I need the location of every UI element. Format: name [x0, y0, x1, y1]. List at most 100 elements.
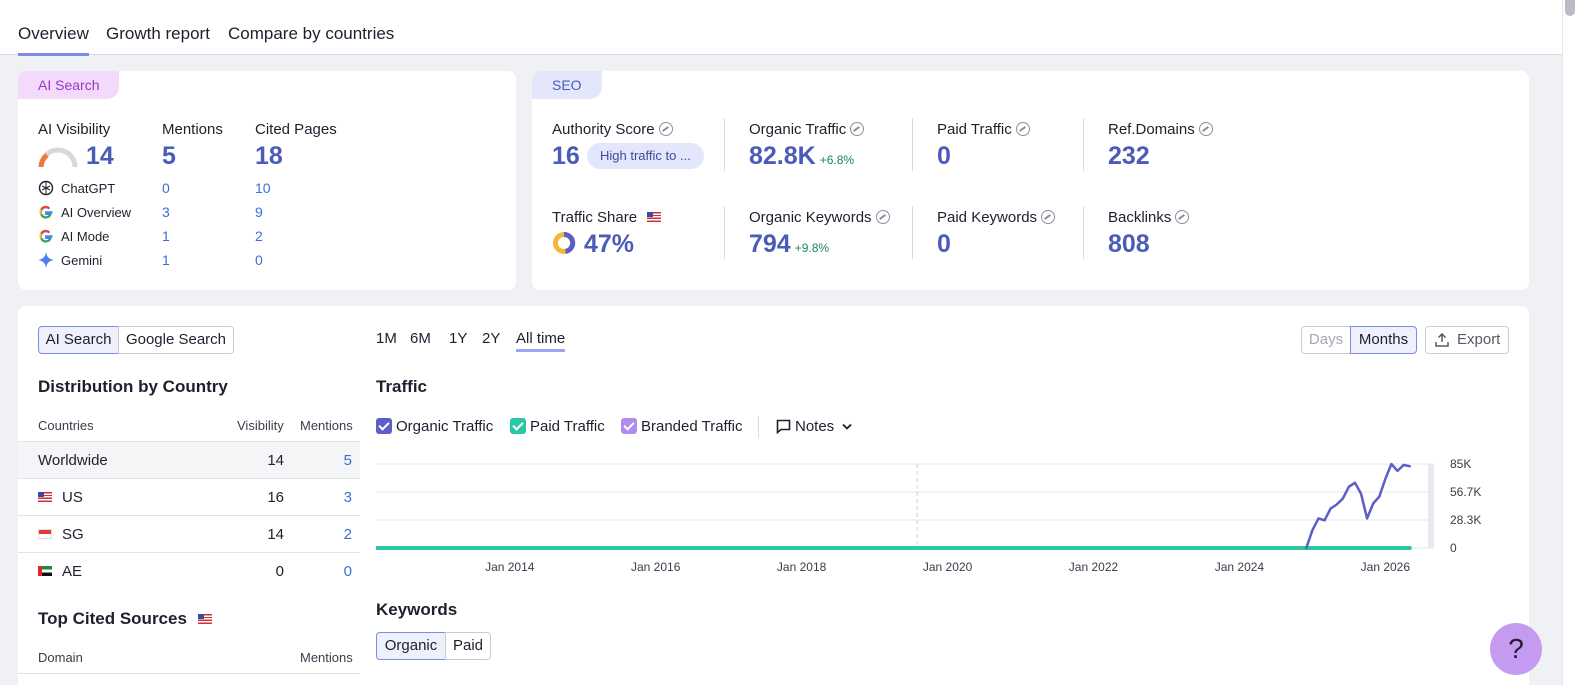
toggle-ai-search[interactable]: AI Search	[38, 326, 119, 354]
country-mentions[interactable]: 3	[343, 489, 352, 506]
export-button[interactable]: Export	[1425, 326, 1509, 354]
ai-row-ai-mode-cited[interactable]: 2	[255, 228, 263, 244]
seo-label: SEO	[532, 71, 602, 99]
legend-branded-traffic[interactable]: Branded Traffic	[621, 418, 742, 435]
range-all-time[interactable]: All time	[516, 330, 566, 352]
visibility-gauge-icon	[38, 147, 78, 168]
country-name: AE	[62, 563, 83, 580]
traffic-chart[interactable]: 85K 56.7K 28.3K 0 Jan 2014 Jan 2016 Jan 2018 Ja…	[376, 452, 1486, 582]
country-cell: SG	[38, 526, 84, 543]
traffic-share-label: Traffic Share	[552, 209, 662, 226]
country-mentions[interactable]: 5	[343, 452, 352, 469]
x-tick-label: Jan 2024	[1215, 560, 1265, 574]
cited-pages-value[interactable]: 18	[255, 142, 283, 170]
country-cell: US	[38, 489, 83, 506]
notes-dropdown[interactable]: Notes	[776, 418, 852, 435]
col-cited-mentions: Mentions	[300, 650, 353, 665]
col-mentions: Mentions	[300, 418, 353, 433]
tab-growth-report[interactable]: Growth report	[106, 24, 210, 43]
divider	[1083, 118, 1084, 171]
range-1y[interactable]: 1Y	[449, 330, 468, 347]
ai-row-chatgpt-mentions[interactable]: 0	[162, 180, 170, 196]
info-icon[interactable]	[1198, 122, 1213, 136]
granularity-months[interactable]: Months	[1350, 326, 1417, 354]
organic-keywords-delta: +9.8%	[794, 241, 830, 255]
country-visibility: 0	[275, 563, 284, 580]
info-icon[interactable]	[850, 122, 865, 136]
keywords-toggle-paid[interactable]: Paid	[445, 632, 491, 660]
range-6m[interactable]: 6M	[410, 330, 431, 347]
range-2y[interactable]: 2Y	[482, 330, 501, 347]
tab-overview[interactable]: Overview	[18, 24, 89, 56]
paid-keywords-value[interactable]: 0	[937, 230, 951, 258]
main-content-card	[18, 306, 1529, 685]
country-mentions[interactable]: 2	[343, 526, 352, 543]
backlinks-value[interactable]: 808	[1108, 230, 1150, 258]
table-row[interactable]: SG 14 2	[18, 515, 360, 552]
table-row[interactable]: Worldwide 14 5	[18, 441, 360, 478]
ai-row-ai-mode-mentions[interactable]: 1	[162, 228, 170, 244]
scrollbar-thumb[interactable]	[1565, 0, 1575, 16]
range-1m[interactable]: 1M	[376, 330, 397, 347]
organic-traffic-value[interactable]: 82.8K +6.8%	[749, 142, 855, 170]
checkbox-icon[interactable]	[621, 418, 637, 434]
keywords-toggle-organic[interactable]: Organic	[376, 632, 446, 660]
info-icon[interactable]	[1041, 210, 1056, 224]
mentions-value[interactable]: 5	[162, 142, 176, 170]
checkbox-icon[interactable]	[376, 418, 392, 434]
ai-row-chatgpt-cited[interactable]: 10	[255, 180, 271, 196]
organic-keywords-value[interactable]: 794 +9.8%	[749, 230, 830, 258]
checkbox-icon[interactable]	[510, 418, 526, 434]
table-row[interactable]: US 16 3	[18, 478, 360, 515]
authority-score-label: Authority Score	[552, 121, 673, 138]
ai-row-ai-overview-mentions[interactable]: 3	[162, 204, 170, 220]
google-icon	[39, 229, 53, 243]
ai-row-ai-overview-label: AI Overview	[61, 205, 132, 220]
granularity-days[interactable]: Days	[1301, 326, 1351, 354]
ai-row-ai-mode-label: AI Mode	[61, 229, 110, 244]
x-tick-label: Jan 2016	[631, 560, 681, 574]
scrollbar[interactable]	[1562, 0, 1576, 685]
table-row[interactable]: AE 0 0	[18, 552, 360, 589]
toggle-google-search[interactable]: Google Search	[118, 326, 234, 354]
legend-paid-traffic[interactable]: Paid Traffic	[510, 418, 605, 435]
ref-domains-value[interactable]: 232	[1108, 142, 1150, 170]
info-icon[interactable]	[658, 122, 673, 136]
top-cited-title: Top Cited Sources	[38, 609, 212, 629]
divider	[912, 206, 913, 259]
ai-row-gemini-mentions[interactable]: 1	[162, 252, 170, 268]
info-icon[interactable]	[1015, 122, 1030, 136]
country-visibility: 14	[267, 452, 284, 469]
country-name: Worldwide	[38, 452, 108, 469]
export-label: Export	[1457, 331, 1501, 348]
tab-compare-by-countries[interactable]: Compare by countries	[228, 24, 395, 43]
google-icon	[39, 205, 53, 219]
authority-badge[interactable]: High traffic to ...	[587, 143, 704, 169]
y-tick-label: 85K	[1450, 457, 1471, 471]
x-tick-label: Jan 2022	[1069, 560, 1119, 574]
divider	[1083, 206, 1084, 259]
help-button[interactable]: ?	[1490, 623, 1542, 675]
country-visibility: 14	[267, 526, 284, 543]
info-icon[interactable]	[875, 210, 890, 224]
country-name: SG	[62, 526, 84, 543]
paid-traffic-value[interactable]: 0	[937, 142, 951, 170]
country-mentions[interactable]: 0	[343, 563, 352, 580]
ai-row-ai-overview-cited[interactable]: 9	[255, 204, 263, 220]
legend-organic-traffic[interactable]: Organic Traffic	[376, 418, 493, 435]
divider	[724, 118, 725, 171]
keywords-title: Keywords	[376, 600, 458, 619]
chevron-down-icon	[842, 423, 852, 430]
divider	[18, 673, 360, 674]
x-tick-label: Jan 2020	[923, 560, 973, 574]
authority-score-value: 16	[552, 142, 580, 170]
us-flag-icon	[38, 492, 52, 502]
col-visibility: Visibility	[237, 418, 284, 433]
ai-search-label: AI Search	[18, 71, 120, 99]
col-domain: Domain	[38, 650, 83, 665]
sg-flag-icon	[38, 529, 52, 539]
current-period-shade	[1428, 464, 1434, 548]
info-icon[interactable]	[1175, 210, 1190, 224]
ai-row-gemini-cited[interactable]: 0	[255, 252, 263, 268]
divider	[758, 416, 759, 438]
